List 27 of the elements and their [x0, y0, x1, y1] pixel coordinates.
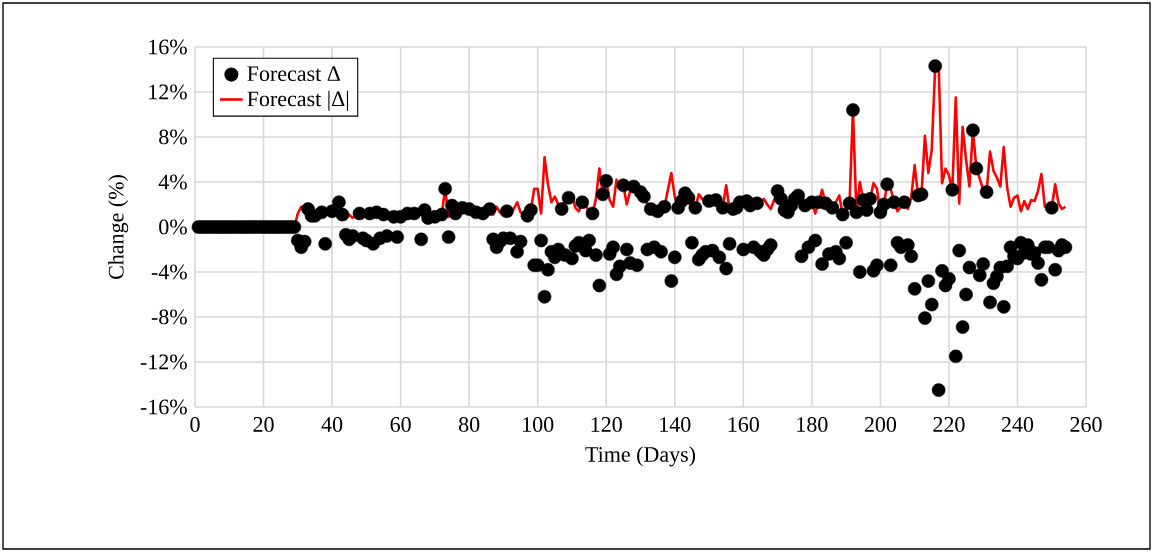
x-tick-label: 80 [458, 417, 480, 432]
x-tick-label: 40 [321, 417, 343, 432]
y-tick-label: -4% [151, 264, 187, 280]
y-tick-label: 0% [159, 219, 187, 235]
x-tick-label: 60 [390, 417, 411, 432]
x-tick-label: 140 [660, 417, 691, 432]
x-tick-label: 240 [1001, 417, 1034, 432]
x-axis-title: Time (Days) [585, 446, 696, 467]
x-tick-label: 120 [591, 417, 622, 432]
y-tick-label: -12% [140, 354, 187, 370]
x-tick-label: 0 [190, 417, 200, 432]
y-axis-title: Change (%) [108, 175, 129, 279]
x-tick-label: 100 [523, 417, 554, 432]
x-tick-label: 160 [728, 417, 759, 432]
y-tick-label: -8% [151, 309, 187, 325]
x-tick-label: 20 [253, 417, 274, 432]
y-tick-label: 16% [149, 39, 187, 55]
legend-label: Forecast Δ [247, 66, 341, 82]
x-tick-label: 180 [797, 417, 828, 432]
y-tick-label: 12% [149, 84, 187, 100]
x-tick-label: 200 [864, 417, 897, 432]
y-tick-label: 8% [159, 129, 187, 145]
x-tick-label: 260 [1070, 417, 1102, 432]
y-tick-label: -16% [140, 399, 187, 415]
x-tick-label: 220 [933, 417, 965, 432]
legend-label: Forecast |Δ| [247, 90, 349, 111]
y-tick-label: 4% [158, 174, 187, 190]
